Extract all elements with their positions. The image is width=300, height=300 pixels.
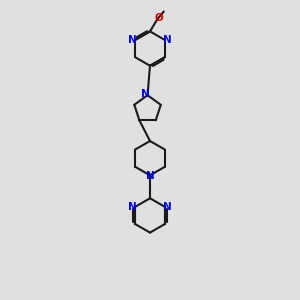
Text: N: N bbox=[128, 35, 137, 45]
Text: N: N bbox=[164, 202, 172, 212]
Text: N: N bbox=[146, 171, 154, 181]
Text: N: N bbox=[128, 202, 136, 212]
Text: O: O bbox=[155, 13, 164, 23]
Text: N: N bbox=[141, 89, 149, 99]
Text: N: N bbox=[163, 35, 172, 45]
